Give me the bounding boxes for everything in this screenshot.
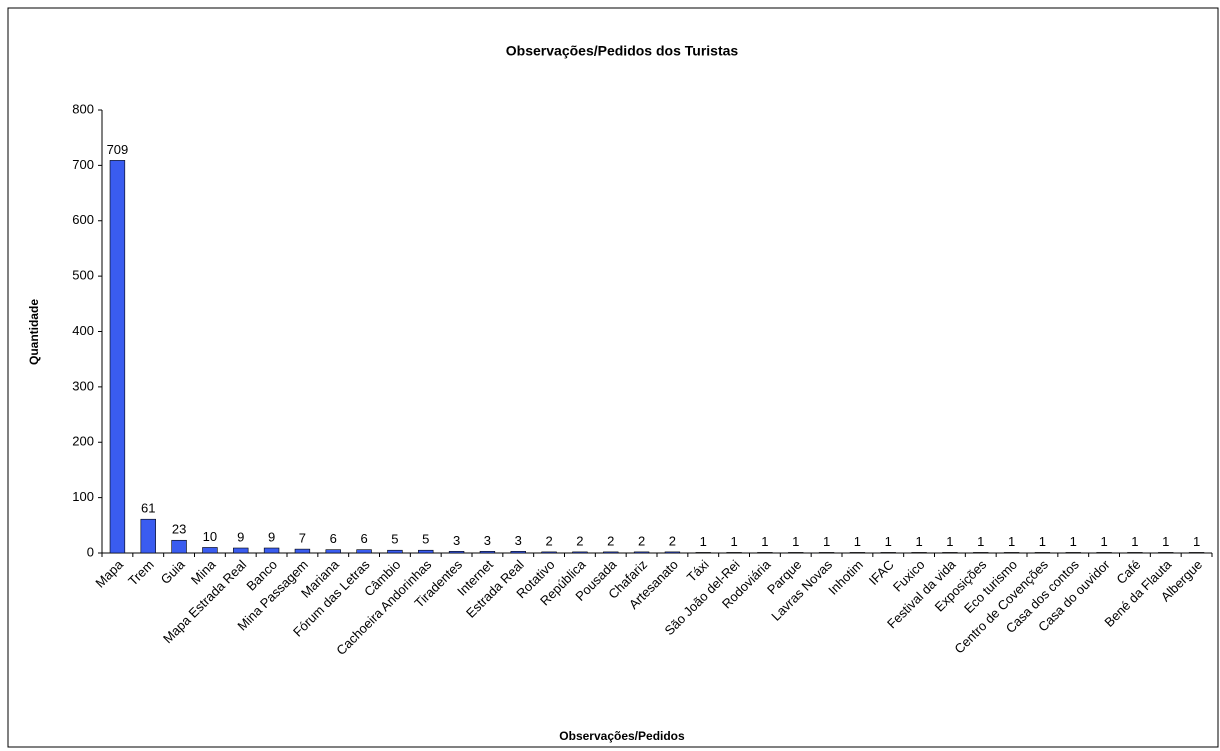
- y-axis-label: Quantidade: [27, 299, 41, 365]
- data-label: 2: [576, 533, 583, 548]
- data-label: 6: [330, 531, 337, 546]
- data-label: 2: [545, 533, 552, 548]
- bar: [757, 552, 773, 554]
- data-label: 5: [391, 532, 398, 547]
- bar: [233, 547, 249, 554]
- data-label: 1: [1070, 534, 1077, 549]
- bar: [664, 551, 681, 554]
- data-label: 1: [761, 534, 768, 549]
- bar: [603, 551, 619, 554]
- data-label: 2: [669, 533, 676, 548]
- data-label: 61: [141, 501, 155, 516]
- bar: [541, 551, 557, 554]
- data-label: 5: [422, 532, 429, 547]
- bar: [202, 547, 218, 554]
- bar: [1158, 552, 1174, 554]
- data-label: 7: [299, 531, 306, 546]
- bar: [788, 552, 804, 554]
- bar: [880, 552, 896, 554]
- data-label: 6: [360, 531, 367, 546]
- y-tick-label: 600: [72, 212, 94, 227]
- y-tick-label: 300: [72, 378, 94, 393]
- data-label: 1: [1193, 534, 1200, 549]
- bar: [695, 552, 711, 554]
- bar: [140, 518, 156, 554]
- bar: [418, 549, 434, 554]
- chart-title: Observações/Pedidos dos Turistas: [506, 43, 739, 59]
- bar: [325, 549, 341, 554]
- bar: [1188, 552, 1205, 554]
- data-label: 10: [203, 529, 217, 544]
- bar: [572, 551, 588, 554]
- y-tick-label: 800: [72, 101, 94, 116]
- bar: [849, 552, 866, 554]
- y-tick-label: 500: [72, 268, 94, 283]
- bar: [356, 549, 372, 554]
- bar: [448, 551, 465, 554]
- bar: [294, 548, 311, 554]
- bar: [911, 552, 927, 554]
- data-label: 1: [1162, 534, 1169, 549]
- y-tick-label: 400: [72, 323, 94, 338]
- bar: [263, 547, 280, 554]
- x-axis-label: Observações/Pedidos: [559, 729, 685, 743]
- data-label: 1: [1008, 534, 1015, 549]
- bar: [479, 551, 496, 554]
- bar: [726, 552, 742, 554]
- data-label: 1: [854, 534, 861, 549]
- bar: [387, 549, 403, 554]
- bar: [1127, 552, 1143, 554]
- data-label: 2: [607, 533, 614, 548]
- data-label: 1: [977, 534, 984, 549]
- bar: [109, 160, 126, 554]
- bar: [1065, 552, 1081, 554]
- bar: [942, 552, 958, 554]
- bar: [633, 551, 650, 554]
- data-label: 1: [823, 534, 830, 549]
- data-label: 3: [453, 533, 460, 548]
- data-label: 23: [172, 522, 186, 537]
- bar: [1096, 552, 1112, 554]
- data-label: 1: [730, 534, 737, 549]
- data-label: 1: [1100, 534, 1107, 549]
- chart-border: [7, 7, 1219, 748]
- bar: [510, 551, 526, 554]
- bar: [818, 552, 835, 554]
- data-label: 9: [268, 529, 275, 544]
- data-label: 3: [515, 533, 522, 548]
- y-tick-label: 0: [87, 544, 94, 559]
- data-label: 1: [885, 534, 892, 549]
- bar: [1003, 552, 1020, 554]
- data-label: 709: [107, 142, 129, 157]
- data-label: 3: [484, 533, 491, 548]
- y-tick-label: 100: [72, 489, 94, 504]
- data-label: 1: [915, 534, 922, 549]
- bar: [171, 539, 187, 554]
- data-label: 1: [1131, 534, 1138, 549]
- data-label: 1: [700, 534, 707, 549]
- data-label: 1: [792, 534, 799, 549]
- y-tick-label: 700: [72, 157, 94, 172]
- y-tick-label: 200: [72, 434, 94, 449]
- data-label: 1: [946, 534, 953, 549]
- data-label: 2: [638, 533, 645, 548]
- bar: [1034, 552, 1051, 554]
- data-label: 9: [237, 529, 244, 544]
- data-label: 1: [1039, 534, 1046, 549]
- bar: [973, 552, 989, 554]
